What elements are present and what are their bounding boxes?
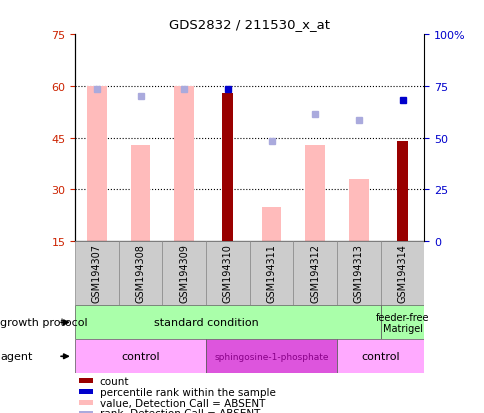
Bar	[396, 142, 407, 242]
Bar	[305, 145, 324, 242]
Bar	[249, 242, 293, 306]
Text: GSM194313: GSM194313	[353, 244, 363, 302]
Text: GSM194312: GSM194312	[310, 244, 319, 302]
Bar	[119, 242, 162, 306]
Bar	[174, 87, 194, 242]
Title: GDS2832 / 211530_x_at: GDS2832 / 211530_x_at	[169, 18, 330, 31]
Bar	[78, 389, 92, 394]
Bar	[75, 306, 380, 339]
Bar	[348, 180, 368, 242]
Bar	[293, 242, 336, 306]
Bar	[206, 339, 336, 373]
Bar	[78, 400, 92, 405]
Text: count: count	[99, 376, 129, 386]
Text: value, Detection Call = ABSENT: value, Detection Call = ABSENT	[99, 398, 264, 408]
Bar	[380, 306, 424, 339]
Bar	[261, 207, 281, 242]
Text: control: control	[361, 351, 399, 361]
Text: GSM194310: GSM194310	[223, 244, 232, 302]
Bar	[87, 87, 106, 242]
Text: GSM194314: GSM194314	[397, 244, 407, 302]
Text: growth protocol: growth protocol	[0, 318, 88, 328]
Text: control: control	[121, 351, 160, 361]
Text: agent: agent	[0, 351, 32, 361]
Bar	[75, 339, 206, 373]
Bar	[206, 242, 249, 306]
Bar	[78, 411, 92, 413]
Text: standard condition: standard condition	[153, 318, 258, 328]
Text: GSM194311: GSM194311	[266, 244, 276, 302]
Text: rank, Detection Call = ABSENT: rank, Detection Call = ABSENT	[99, 408, 259, 413]
Bar	[78, 378, 92, 384]
Text: feeder-free
Matrigel: feeder-free Matrigel	[375, 312, 428, 333]
Bar	[336, 339, 424, 373]
Text: GSM194309: GSM194309	[179, 244, 189, 302]
Bar	[336, 242, 380, 306]
Bar	[75, 242, 119, 306]
Text: GSM194307: GSM194307	[92, 244, 102, 302]
Bar	[131, 145, 150, 242]
Text: percentile rank within the sample: percentile rank within the sample	[99, 387, 275, 397]
Text: GSM194308: GSM194308	[136, 244, 145, 302]
Bar	[222, 94, 233, 242]
Bar	[380, 242, 424, 306]
Bar	[162, 242, 206, 306]
Text: sphingosine-1-phosphate: sphingosine-1-phosphate	[214, 352, 328, 361]
